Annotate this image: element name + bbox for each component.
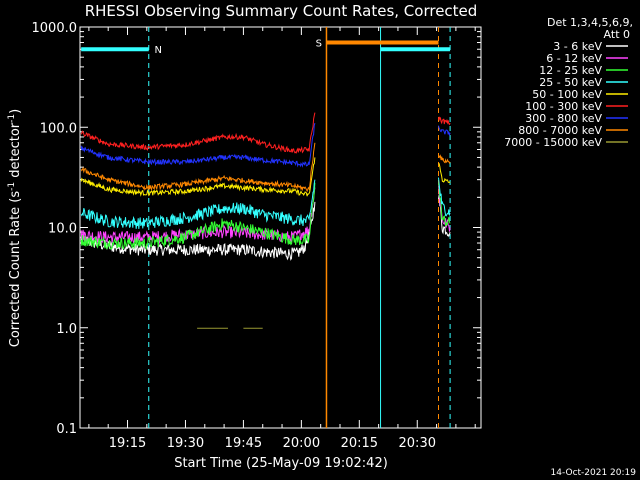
series-line [80,112,316,154]
series-line [438,154,451,164]
x-tick-label: 19:45 [225,436,262,451]
instrument-markers: NS [81,27,451,428]
legend-label: 12 - 25 keV [539,64,602,77]
legend-label: 7000 - 15000 keV [504,136,602,149]
legend-label: 3 - 6 keV [553,40,602,53]
saa-label: S [316,39,322,50]
series-line [80,179,316,229]
legend-label: 300 - 800 keV [525,112,602,125]
x-tick-label: 20:30 [399,436,436,451]
y-tick-label: 1.0 [56,322,77,337]
y-tick-label: 100.0 [40,121,77,136]
y-axis-label-mid: detector [8,122,23,182]
series-line [438,185,451,232]
series-line [438,125,451,137]
legend-subtitle: Att 0 [604,28,630,41]
y-axis-label-end: ) [8,109,23,114]
y-tick-labels: 1000.0 100.0 10.0 1.0 0.1 [32,21,78,437]
series-line [80,142,316,193]
series-line [80,157,316,197]
legend-label: 50 - 100 keV [532,88,602,101]
axis-ticks [80,27,481,429]
y-tick-label: 0.1 [56,422,77,437]
series-line [80,122,316,168]
legend-label: 100 - 300 keV [525,100,602,113]
y-axis-label: Corrected Count Rate (s-1 detector-1) [7,109,23,347]
series-line [80,182,316,251]
x-tick-label: 20:00 [283,436,320,451]
y-axis-label-sup1: -1 [7,182,17,191]
x-tick-labels: 19:15 19:30 19:45 20:00 20:15 20:30 [109,436,436,451]
series-line [438,163,451,184]
legend-label: 25 - 50 keV [539,76,602,89]
series-line [438,183,451,227]
series-line [438,177,451,217]
series-line [80,201,316,261]
y-tick-label: 10.0 [48,222,77,237]
night-label: N [155,45,162,56]
legend-label: 6 - 12 keV [546,52,602,65]
legend-title: Det 1,3,4,5,6,9, [547,16,633,29]
footer-timestamp: 14-Oct-2021 20:19 [551,468,637,478]
x-tick-label: 20:15 [341,436,378,451]
legend-label: 800 - 7000 keV [518,124,602,137]
x-axis-label: Start Time (25-May-09 19:02:42) [174,456,388,471]
series-line [438,194,451,238]
plot-frame [79,26,482,429]
x-tick-label: 19:30 [167,436,204,451]
chart-title: RHESSI Observing Summary Count Rates, Co… [85,2,478,20]
x-tick-label: 19:15 [109,436,146,451]
y-axis-label-main: Corrected Count Rate (s [8,191,23,348]
data-series [80,112,451,329]
y-tick-label: 1000.0 [32,21,78,36]
y-axis-label-sup2: -1 [7,114,17,123]
series-line [438,116,451,126]
